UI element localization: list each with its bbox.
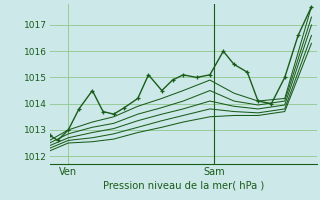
X-axis label: Pression niveau de la mer( hPa ): Pression niveau de la mer( hPa )	[103, 181, 264, 191]
